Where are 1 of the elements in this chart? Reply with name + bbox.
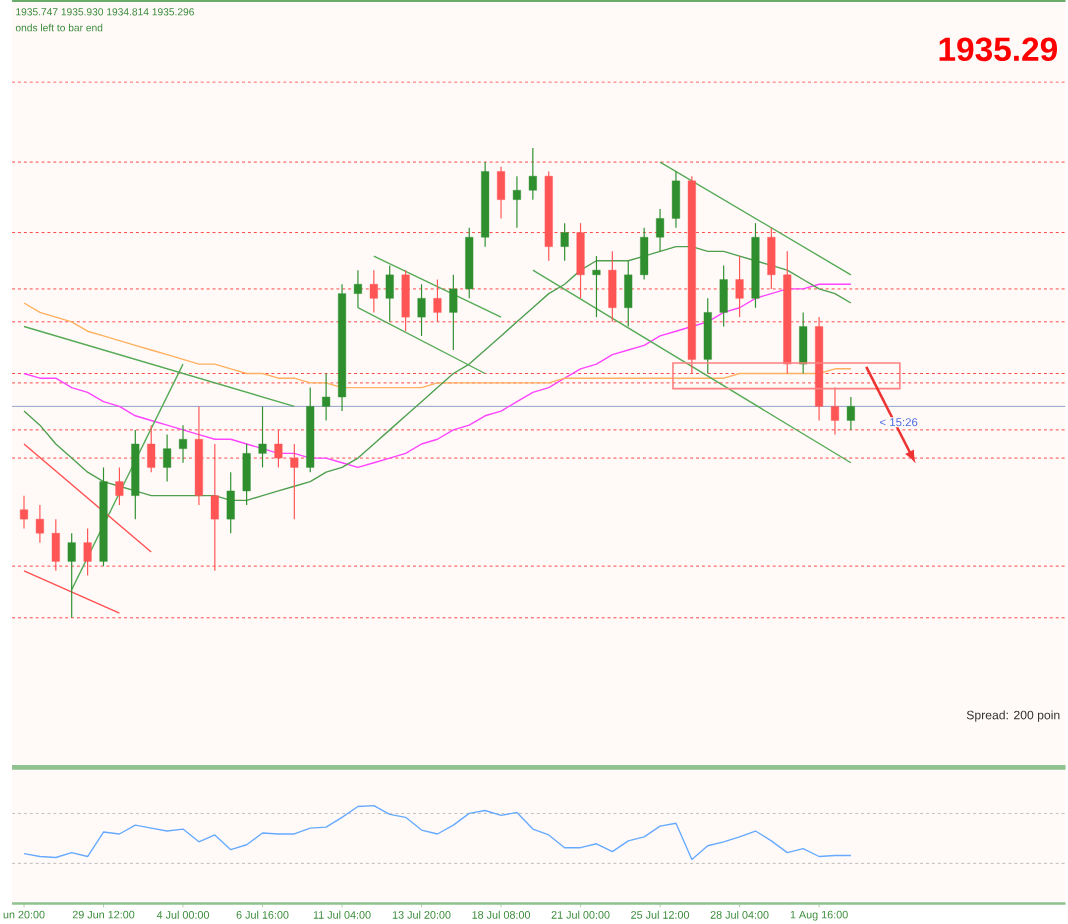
text: 1935.29 bbox=[939, 37, 1057, 62]
